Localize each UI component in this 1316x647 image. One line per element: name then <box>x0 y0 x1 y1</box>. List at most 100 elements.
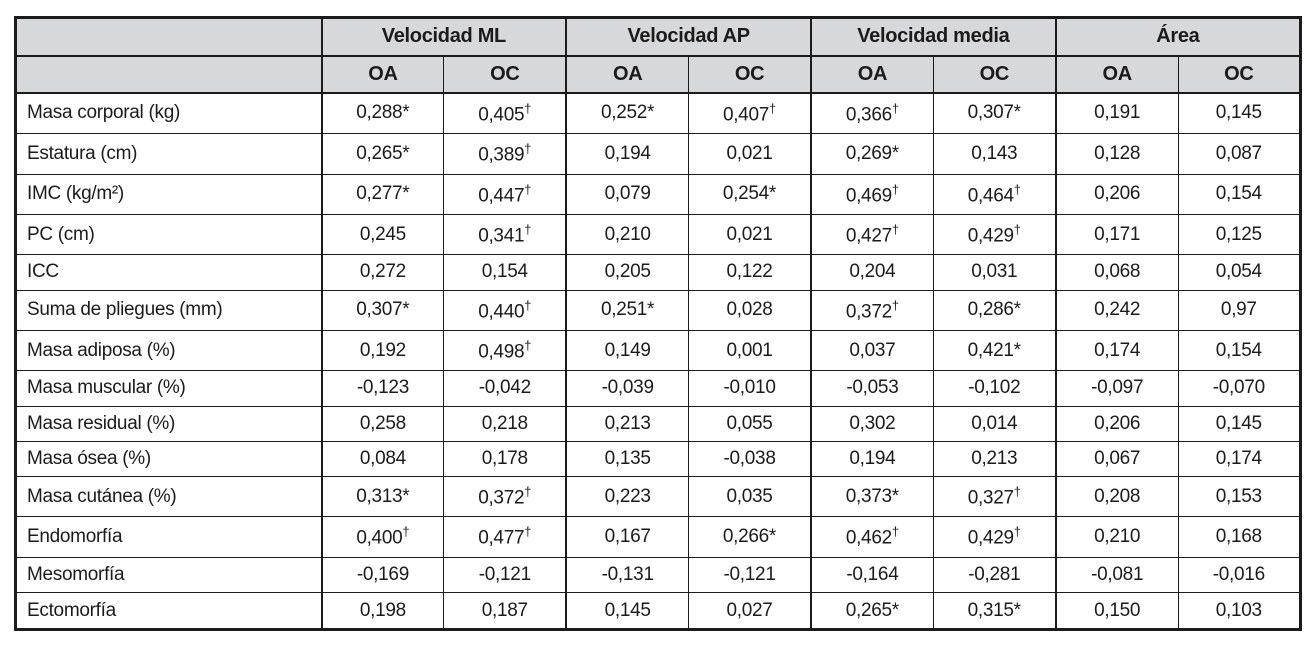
table-row: Mesomorfía -0,169 -0,121 -0,131 -0,121 -0,164… <box>15 556 1302 594</box>
value-cell: 0,429† <box>932 516 1057 558</box>
value-cell: 0,427† <box>809 213 934 256</box>
table-row: Masa muscular (%) -0,123 -0,042 -0,039 -0,01… <box>15 370 1302 407</box>
subheader-oc: OC <box>688 55 812 94</box>
value-cell: -0,123 <box>320 370 445 407</box>
significance-dagger: † <box>1013 181 1021 197</box>
significance-dagger: † <box>524 141 532 157</box>
value-cell: -0,016 <box>1177 556 1302 594</box>
value-cell: 0,265* <box>809 592 934 630</box>
value-cell: 0,477† <box>443 516 567 558</box>
value-cell: 0,014 <box>932 405 1057 442</box>
value-cell: -0,169 <box>320 556 445 594</box>
significance-asterisk: * <box>1013 299 1022 321</box>
subheader-oa: OA <box>565 55 690 94</box>
value-cell: 0,055 <box>688 405 812 442</box>
value-cell: 0,315* <box>932 592 1057 630</box>
value-cell: 0,154 <box>443 254 567 291</box>
table-row: Masa adiposa (%) 0,192 0,498† 0,149 0,001 0,0… <box>15 329 1302 372</box>
value-cell: -0,121 <box>443 556 567 594</box>
value-cell: 0,286* <box>932 289 1057 331</box>
value-cell: -0,010 <box>688 370 812 407</box>
corner-cell-2 <box>15 55 323 94</box>
value-cell: 0,251* <box>565 289 690 331</box>
value-cell: 0,206 <box>1054 173 1179 215</box>
significance-asterisk: * <box>891 599 900 621</box>
significance-dagger: † <box>1013 484 1021 500</box>
value-cell: 0,464† <box>932 173 1057 215</box>
significance-asterisk: * <box>647 102 655 124</box>
value-cell: 0,213 <box>565 405 690 442</box>
value-cell: 0,027 <box>688 592 812 630</box>
value-cell: 0,194 <box>565 133 690 175</box>
value-cell: -0,281 <box>932 556 1057 594</box>
row-label: Masa adiposa (%) <box>15 329 323 372</box>
value-cell: 0,143 <box>932 133 1057 175</box>
value-cell: 0,198 <box>320 592 445 630</box>
significance-dagger: † <box>891 100 900 116</box>
value-cell: 0,154 <box>1177 329 1302 372</box>
subheader-oa: OA <box>809 55 934 94</box>
group-header-velocidad-media: Velocidad media <box>810 17 1057 57</box>
value-cell: 0,145 <box>1177 405 1302 442</box>
table-row: ICC 0,272 0,154 0,205 0,122 0,204 0,031 0,068 0,… <box>15 254 1302 291</box>
correlation-table-container: Velocidad ML Velocidad AP Velocidad medi… <box>14 16 1302 631</box>
value-cell: 0,242 <box>1054 289 1179 331</box>
row-label: Endomorfía <box>15 516 323 558</box>
value-cell: 0,210 <box>565 213 690 256</box>
significance-dagger: † <box>524 221 532 237</box>
row-label: Masa corporal (kg) <box>15 91 323 135</box>
value-cell: 0,373* <box>809 476 934 518</box>
value-cell: 0,194 <box>809 440 934 478</box>
value-cell: 0,171 <box>1054 213 1179 256</box>
value-cell: 0,145 <box>565 592 690 630</box>
value-cell: 0,341† <box>443 213 567 256</box>
table-row: Masa ósea (%) 0,084 0,178 0,135 -0,038 0,194 0… <box>15 440 1302 478</box>
value-cell: -0,053 <box>809 370 934 407</box>
row-label: Masa residual (%) <box>15 405 323 442</box>
table-row: Estatura (cm) 0,265* 0,389† 0,194 0,021 0,269… <box>15 133 1302 175</box>
value-cell: 0,258 <box>320 405 445 442</box>
subheader-row: OA OC OA OC OA OC OA OC <box>15 55 1302 94</box>
value-cell: 0,125 <box>1177 213 1302 256</box>
table-row: Masa cutánea (%) 0,313* 0,372† 0,223 0,035 0,… <box>15 476 1302 518</box>
value-cell: -0,070 <box>1177 370 1302 407</box>
value-cell: 0,307* <box>320 289 445 331</box>
value-cell: 0,213 <box>932 440 1057 478</box>
value-cell: 0,447† <box>443 173 567 215</box>
value-cell: 0,307* <box>932 91 1057 135</box>
value-cell: 0,372† <box>443 476 567 518</box>
subheader-oc: OC <box>1177 55 1302 94</box>
value-cell: 0,469† <box>809 173 934 215</box>
value-cell: 0,128 <box>1054 133 1179 175</box>
row-label: ICC <box>15 254 323 291</box>
significance-asterisk: * <box>891 142 900 164</box>
value-cell: 0,204 <box>809 254 934 291</box>
significance-dagger: † <box>768 100 777 116</box>
correlation-table: Velocidad ML Velocidad AP Velocidad medi… <box>14 16 1302 631</box>
table-row: PC (cm) 0,245 0,341† 0,210 0,021 0,427† 0,429†… <box>15 213 1302 256</box>
value-cell: 0,068 <box>1054 254 1179 291</box>
group-header-velocidad-ml: Velocidad ML <box>320 17 567 57</box>
value-cell: 0,218 <box>443 405 567 442</box>
table-row: Ectomorfía 0,198 0,187 0,145 0,027 0,265* 0,31… <box>15 592 1302 630</box>
value-cell: 0,191 <box>1054 91 1179 135</box>
significance-dagger: † <box>1013 524 1021 540</box>
significance-dagger: † <box>524 524 532 540</box>
table-row: Endomorfía 0,400† 0,477† 0,167 0,266* 0,462† 0… <box>15 516 1302 558</box>
significance-dagger: † <box>524 100 532 116</box>
value-cell: 0,167 <box>565 516 690 558</box>
value-cell: 0,277* <box>320 173 445 215</box>
value-cell: 0,327† <box>932 476 1057 518</box>
value-cell: 0,389† <box>443 133 567 175</box>
value-cell: 0,021 <box>688 133 812 175</box>
value-cell: 0,313* <box>320 476 445 518</box>
significance-asterisk: * <box>768 183 777 205</box>
value-cell: 0,187 <box>443 592 567 630</box>
value-cell: 0,150 <box>1054 592 1179 630</box>
value-cell: 0,462† <box>809 516 934 558</box>
significance-dagger: † <box>524 484 532 500</box>
significance-dagger: † <box>891 221 900 237</box>
value-cell: 0,135 <box>565 440 690 478</box>
table-row: Suma de pliegues (mm) 0,307* 0,440† 0,251* 0… <box>15 289 1302 331</box>
value-cell: 0,265* <box>320 133 445 175</box>
